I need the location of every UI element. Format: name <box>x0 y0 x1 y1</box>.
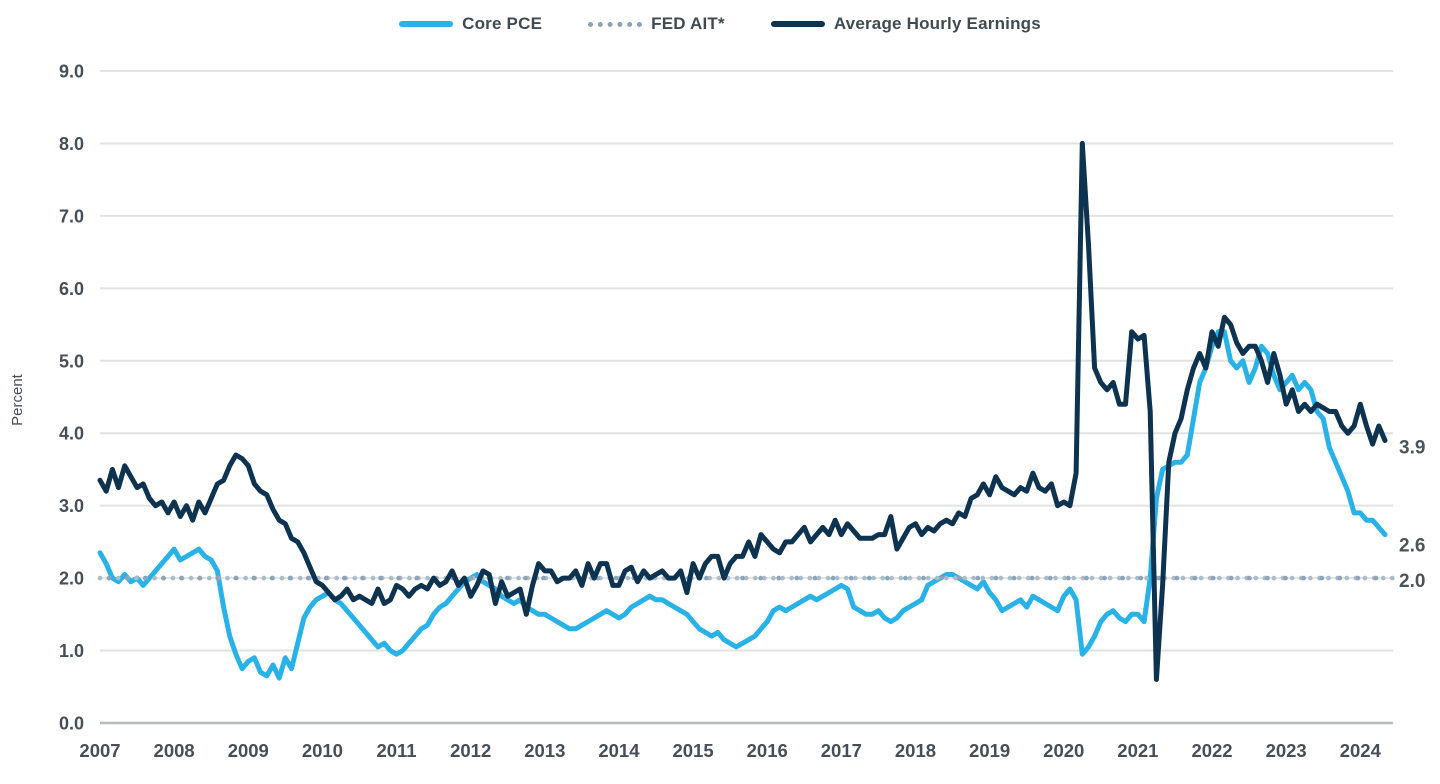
chart-legend: Core PCE FED AIT* Average Hourly Earning… <box>0 14 1440 34</box>
legend-label-core-pce: Core PCE <box>462 14 543 33</box>
x-tick-label: 2010 <box>302 740 343 761</box>
y-tick-label: 2.0 <box>59 569 84 589</box>
y-tick-label: 5.0 <box>59 351 84 371</box>
x-tick-label: 2019 <box>969 740 1010 761</box>
x-tick-label: 2018 <box>895 740 936 761</box>
x-tick-label: 2015 <box>672 740 713 761</box>
x-tick-label: 2024 <box>1340 740 1382 761</box>
x-tick-label: 2023 <box>1266 740 1307 761</box>
legend-label-fed-ait: FED AIT* <box>651 14 725 33</box>
legend-label-avg-hourly-earnings: Average Hourly Earnings <box>833 14 1041 33</box>
x-tick-label: 2012 <box>450 740 491 761</box>
y-tick-label: 9.0 <box>59 62 84 82</box>
y-tick-label: 8.0 <box>59 134 84 154</box>
y-tick-label: 7.0 <box>59 206 84 226</box>
end-label-2.6: 2.6 <box>1399 536 1425 557</box>
y-tick-label: 6.0 <box>59 279 84 299</box>
end-label-2.0: 2.0 <box>1399 571 1425 592</box>
x-tick-label: 2013 <box>524 740 565 761</box>
legend-item-core-pce: Core PCE <box>399 14 542 34</box>
legend-item-fed-ait: FED AIT* <box>588 14 725 34</box>
y-axis-title: Percent <box>9 373 26 426</box>
x-tick-label: 2009 <box>228 740 269 761</box>
x-tick-label: 2017 <box>821 740 862 761</box>
avg-hourly-earnings-line-swatch-icon <box>770 21 825 27</box>
y-tick-label: 0.0 <box>59 714 84 734</box>
x-tick-label: 2022 <box>1191 740 1232 761</box>
x-tick-label: 2014 <box>598 740 640 761</box>
y-tick-label: 4.0 <box>59 424 84 444</box>
x-tick-label: 2008 <box>154 740 195 761</box>
x-tick-label: 2020 <box>1043 740 1084 761</box>
x-tick-label: 2007 <box>79 740 120 761</box>
x-tick-label: 2016 <box>747 740 788 761</box>
x-tick-label: 2021 <box>1117 740 1158 761</box>
x-tick-label: 2011 <box>376 740 416 761</box>
end-label-3.9: 3.9 <box>1399 437 1425 458</box>
average-hourly-earnings-line <box>97 140 1388 682</box>
core-pce-line-swatch-icon <box>399 21 454 27</box>
y-tick-label: 1.0 <box>59 641 84 661</box>
y-tick-label: 3.0 <box>59 496 84 516</box>
legend-item-avg-hourly-earnings: Average Hourly Earnings <box>770 14 1041 34</box>
fed-ait-dotted-swatch-icon <box>588 21 643 27</box>
